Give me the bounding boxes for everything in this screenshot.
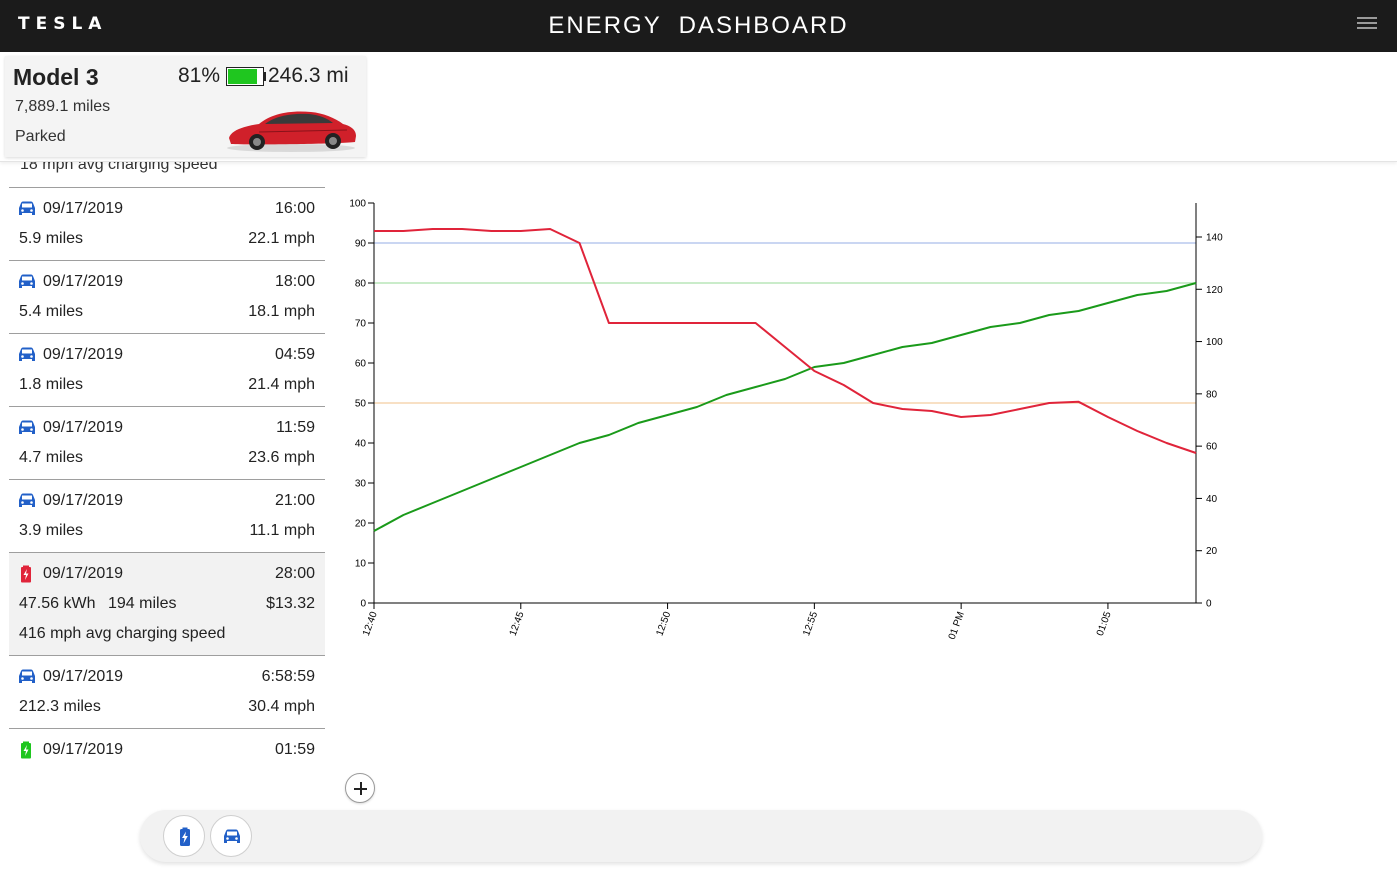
- trip-distance: 4.7 miles: [19, 449, 84, 466]
- y-right-tick-label: 40: [1206, 494, 1218, 505]
- energy-chart[interactable]: 0 10 20 30 40 50 60 70 80 90 100 0 20 40 60 80 100 120 140…: [330, 185, 1250, 655]
- hamburger-menu-icon[interactable]: [1357, 17, 1377, 33]
- drive-filter-button[interactable]: [210, 815, 252, 857]
- battery-charging-icon: [180, 827, 190, 846]
- trip-distance: 5.4 miles: [19, 303, 84, 320]
- y-left-tick-label: 70: [355, 319, 367, 330]
- trip-item[interactable]: 09/17/2019 11:59 4.7 miles 23.6 mph: [9, 406, 325, 479]
- trip-item[interactable]: 09/17/2019 6:58:59 212.3 miles 30.4 mph: [9, 655, 325, 728]
- charge-cost: $13.32: [266, 595, 315, 612]
- charge-energy: 47.56 kWh: [19, 595, 96, 612]
- y-left-tick-label: 50: [355, 399, 367, 410]
- trip-distance: 212.3 miles: [19, 698, 101, 715]
- y-right-tick-label: 120: [1206, 285, 1223, 296]
- trip-date: 09/17/2019: [43, 419, 124, 436]
- car-icon: [224, 829, 240, 843]
- battery-range: 246.3 mi: [268, 64, 349, 87]
- car-icon: [19, 274, 35, 288]
- plus-icon[interactable]: [345, 773, 375, 803]
- trip-distance: 1.8 miles: [19, 376, 84, 393]
- battery-percent: 81%: [178, 64, 221, 87]
- trip-speed: 11.1 mph: [249, 522, 315, 539]
- trip-date: 09/17/2019: [43, 346, 124, 363]
- y-left-tick-label: 40: [355, 439, 367, 450]
- trip-duration: 18:00: [274, 273, 315, 290]
- y-right-tick-label: 0: [1206, 599, 1212, 610]
- tesla-logo: TESLA: [18, 14, 108, 34]
- y-right-tick-label: 60: [1206, 442, 1218, 453]
- trip-item[interactable]: 09/17/2019 18:00 5.4 miles 18.1 mph: [9, 260, 325, 333]
- y-left-tick-label: 20: [355, 519, 367, 530]
- trip-speed: 21.4 mph: [248, 376, 315, 393]
- vehicle-state: Parked: [15, 128, 66, 145]
- trip-speed: 22.1 mph: [248, 230, 315, 247]
- y-left-tick-label: 100: [349, 199, 366, 210]
- x-tick-label: 12:45: [508, 610, 527, 638]
- y-right-tick-label: 20: [1206, 546, 1218, 557]
- series-line: [373, 282, 1197, 532]
- y-right-tick-label: 80: [1206, 389, 1218, 400]
- trip-duration: 16:00: [274, 200, 315, 217]
- trip-duration: 01:59: [274, 741, 315, 758]
- battery-level-icon: [226, 67, 264, 86]
- page-title: ENERGY DASHBOARD: [548, 12, 849, 39]
- trip-item[interactable]: 09/17/2019 21:00 3.9 miles 11.1 mph: [9, 479, 325, 552]
- trip-duration: 6:58:59: [261, 668, 315, 685]
- car-icon: [19, 347, 35, 361]
- y-right-tick-label: 100: [1206, 337, 1223, 348]
- trip-date: 09/17/2019: [43, 565, 124, 582]
- vehicle-name: Model 3: [13, 64, 99, 90]
- trip-duration: 21:00: [274, 492, 315, 509]
- trip-date: 09/17/2019: [43, 273, 124, 290]
- series-line: [374, 228, 1197, 454]
- trip-date: 09/17/2019: [43, 492, 124, 509]
- trip-speed: 30.4 mph: [248, 698, 315, 715]
- car-image: [227, 111, 356, 152]
- battery-level-fill: [228, 69, 258, 84]
- filter-bar: [140, 810, 1262, 862]
- y-left-tick-label: 0: [360, 599, 366, 610]
- battery-charging-icon: [21, 565, 31, 583]
- charge-avg-speed: 416 mph avg charging speed: [19, 625, 226, 642]
- y-left-tick-label: 30: [355, 479, 367, 490]
- trip-item-selected[interactable]: 09/17/2019 28:00 47.56 kWh 194 miles $13…: [9, 552, 325, 655]
- y-left-tick-label: 60: [355, 359, 367, 370]
- trip-distance: 3.9 miles: [19, 522, 84, 539]
- battery-charging-icon: [21, 741, 31, 759]
- car-icon: [19, 669, 35, 683]
- x-tick-label: 12:40: [361, 610, 380, 638]
- car-icon: [19, 420, 35, 434]
- x-tick-label: 12:50: [654, 610, 673, 638]
- trip-item[interactable]: 09/17/2019 01:59: [9, 728, 325, 764]
- trip-item[interactable]: 09/17/2019 16:00 5.9 miles 22.1 mph: [9, 187, 325, 260]
- trip-date: 09/17/2019: [43, 668, 124, 685]
- x-tick-label: 01 PM: [947, 610, 967, 641]
- trip-date: 09/17/2019: [43, 741, 124, 758]
- trip-speed: 18.1 mph: [248, 303, 315, 320]
- trip-duration: 11:59: [276, 419, 315, 436]
- charging-filter-button[interactable]: [163, 815, 205, 857]
- y-left-tick-label: 80: [355, 279, 367, 290]
- x-tick-label: 01:05: [1095, 610, 1114, 638]
- top-bar: TESLA ENERGY DASHBOARD: [0, 0, 1397, 52]
- trip-speed: 23.6 mph: [248, 449, 315, 466]
- header-band: Model 3 7,889.1 miles Parked 81% 246.3 m…: [0, 52, 1397, 162]
- trip-date: 09/17/2019: [43, 200, 124, 217]
- car-icon: [19, 201, 35, 215]
- trip-duration: 28:00: [274, 565, 315, 582]
- trip-list[interactable]: 18 mph avg charging speed 09/17/2019 16:…: [9, 154, 325, 764]
- battery-terminal: [264, 72, 266, 81]
- trip-item[interactable]: 09/17/2019 04:59 1.8 miles 21.4 mph: [9, 333, 325, 406]
- vehicle-odometer: 7,889.1 miles: [15, 98, 111, 115]
- car-icon: [19, 493, 35, 507]
- trip-duration: 04:59: [274, 346, 315, 363]
- charge-miles-added: 194 miles: [108, 595, 177, 612]
- y-left-tick-label: 10: [355, 559, 367, 570]
- trip-distance: 5.9 miles: [19, 230, 84, 247]
- y-right-tick-label: 140: [1206, 232, 1223, 243]
- x-tick-label: 12:55: [801, 610, 820, 638]
- y-left-tick-label: 90: [355, 239, 367, 250]
- vehicle-card[interactable]: Model 3 7,889.1 miles Parked 81% 246.3 m…: [5, 56, 366, 157]
